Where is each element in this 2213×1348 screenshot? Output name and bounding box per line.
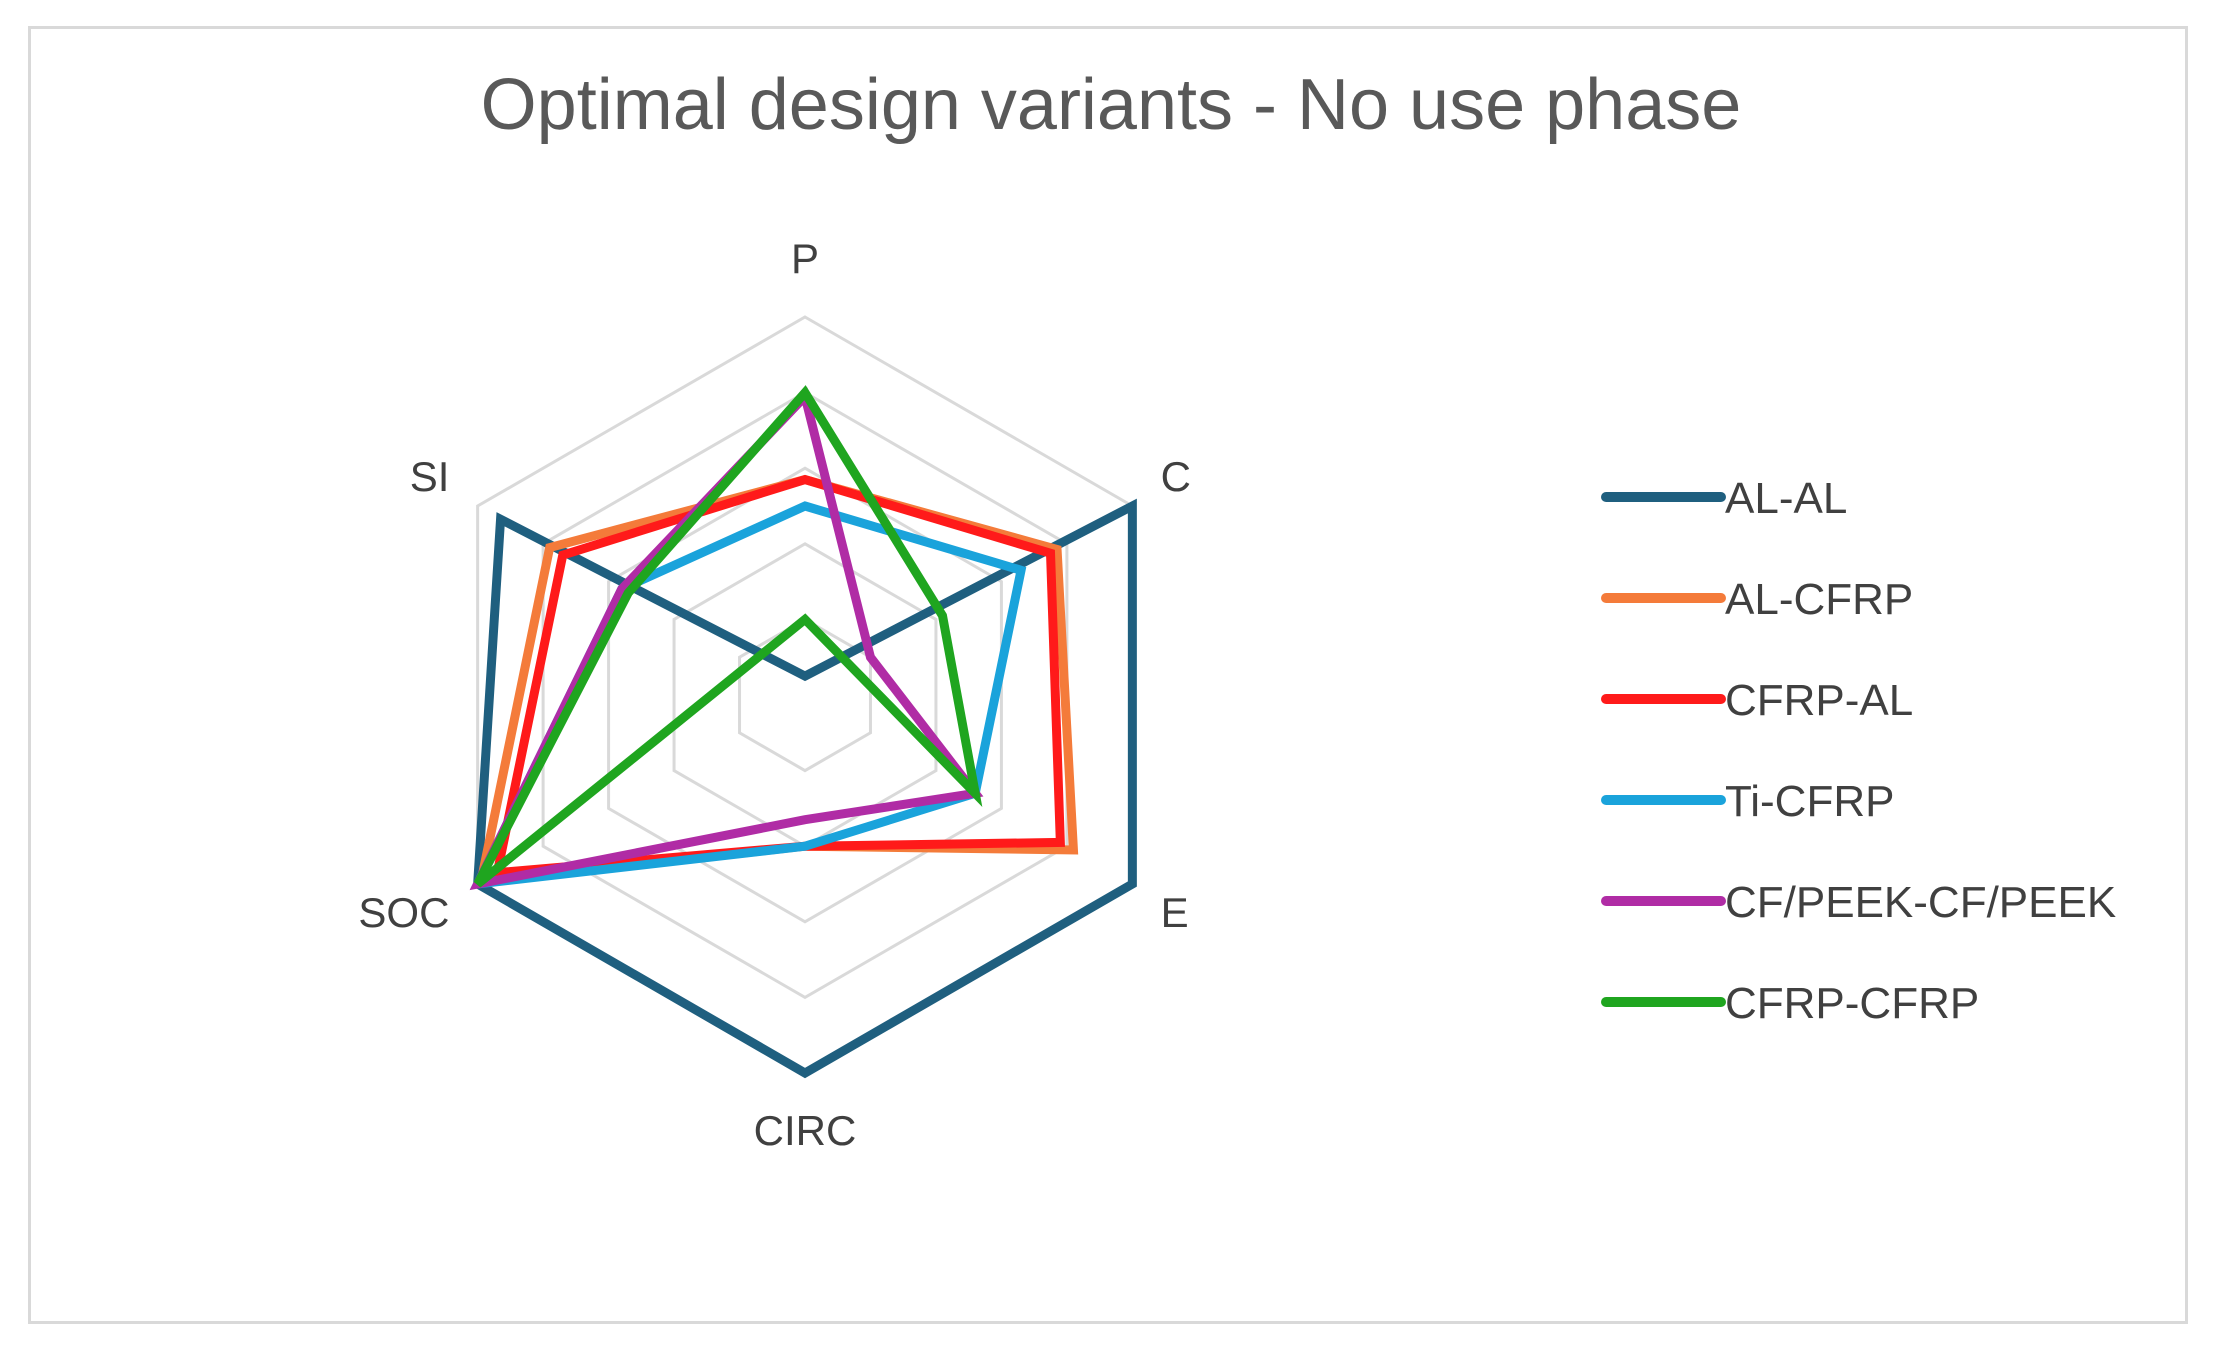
grid-ring-1 [738, 617, 872, 773]
axis-label-3: CIRC [754, 1107, 857, 1154]
legend-label-3: Ti-CFRP [1725, 777, 1894, 826]
legend-label-5: CFRP-CFRP [1725, 979, 1979, 1028]
chart-frame: Optimal design variants - No use phase P… [28, 26, 2188, 1324]
grid-ring-3 [607, 466, 1003, 924]
axis-label-4: SOC [358, 889, 449, 936]
radar-chart: Optimal design variants - No use phase P… [358, 65, 2116, 1154]
axis-label-0: P [791, 235, 819, 282]
series-line-0 [472, 498, 1137, 1079]
legend-label-2: CFRP-AL [1725, 676, 1913, 725]
series-line-5 [473, 385, 983, 888]
legend: AL-AL AL-CFRP CFRP-AL Ti-CFRP CF/PEEK-CF/PEE… [1601, 474, 2116, 1028]
axis-label-1: C [1161, 453, 1191, 500]
series-line-4 [469, 387, 984, 891]
axis-label-2: E [1161, 889, 1189, 936]
axis-label-5: SI [410, 453, 450, 500]
legend-label-0: AL-AL [1725, 474, 1847, 523]
legend-label-4: CF/PEEK-CF/PEEK [1725, 878, 2116, 927]
axis-labels: P C E CIRC SOC SI [358, 235, 1191, 1154]
legend-label-1: AL-CFRP [1725, 575, 1913, 624]
radar-series [469, 385, 1137, 1079]
chart-title: Optimal design variants - No use phase [481, 65, 1742, 145]
